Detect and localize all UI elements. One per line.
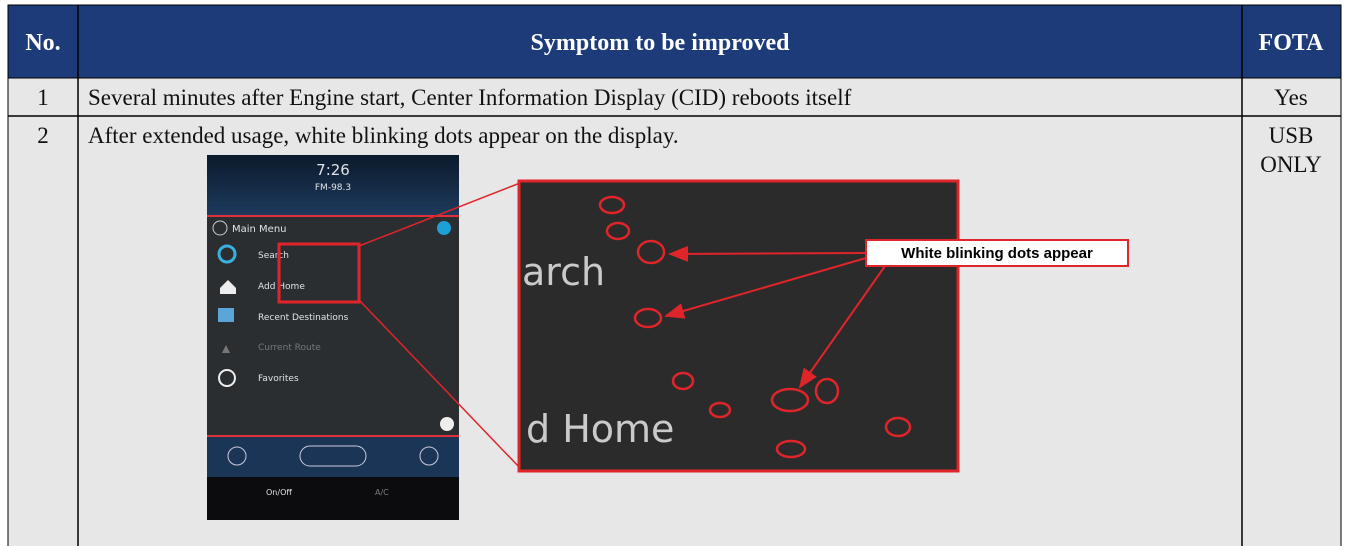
cell: USB ONLY <box>1260 123 1322 177</box>
cell: Yes <box>1274 85 1308 110</box>
time: 7:26 <box>316 161 350 179</box>
header-cell: FOTA <box>1259 30 1325 56</box>
cell: Several minutes after Engine start, Cent… <box>88 85 852 110</box>
cell: 2 <box>37 123 49 148</box>
zoom-text: d Home <box>526 407 674 451</box>
menu-item: Current Route <box>258 343 321 353</box>
header-cell: No. <box>25 30 60 56</box>
cell-line: USB <box>1269 123 1314 148</box>
button: On/Off <box>266 488 292 497</box>
cell-line: ONLY <box>1260 152 1322 177</box>
menu-item: Add Home <box>258 282 305 292</box>
menu-item: Recent Destinations <box>258 313 349 323</box>
menu-title: Main Menu <box>232 224 287 235</box>
header-row <box>7 4 1342 79</box>
header-cell: Symptom to be improved <box>531 30 791 56</box>
cell: 1 <box>37 85 49 110</box>
menu-item: Favorites <box>258 374 299 384</box>
menu-item: Search <box>258 251 289 261</box>
screenshot: 7:26 FM-98.3 Main Menu Search Add Home R… <box>207 155 459 520</box>
cell: After extended usage, white blinking dot… <box>88 123 679 148</box>
zoom-image: arch d Home White blinking dots appear <box>517 179 1129 473</box>
callout: White blinking dots appear <box>901 245 1093 262</box>
station: FM-98.3 <box>315 183 351 193</box>
button: A/C <box>375 488 389 497</box>
zoom-text: arch <box>522 250 605 294</box>
